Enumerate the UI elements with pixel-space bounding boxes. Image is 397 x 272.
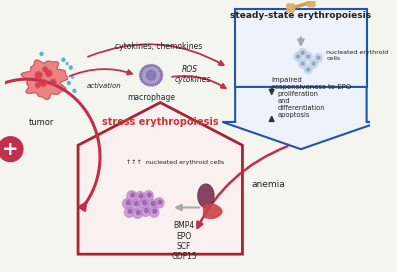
Circle shape <box>307 0 312 3</box>
Circle shape <box>71 76 74 78</box>
Circle shape <box>143 201 146 205</box>
Circle shape <box>52 81 55 84</box>
Circle shape <box>134 202 138 206</box>
Circle shape <box>301 51 304 54</box>
Polygon shape <box>78 103 243 254</box>
Circle shape <box>42 67 48 72</box>
Circle shape <box>311 0 315 3</box>
Circle shape <box>154 198 164 208</box>
Circle shape <box>153 209 156 213</box>
Circle shape <box>73 89 76 92</box>
Circle shape <box>62 58 65 61</box>
Circle shape <box>149 207 159 217</box>
Circle shape <box>312 62 315 65</box>
Circle shape <box>304 52 312 61</box>
Circle shape <box>307 2 312 7</box>
Circle shape <box>317 56 320 59</box>
Circle shape <box>304 65 312 74</box>
Circle shape <box>35 82 40 88</box>
Circle shape <box>37 73 41 78</box>
Circle shape <box>131 193 134 197</box>
Circle shape <box>299 59 307 68</box>
Text: BMP4
EPO
SCF
GDF15: BMP4 EPO SCF GDF15 <box>171 221 197 261</box>
Circle shape <box>41 81 45 85</box>
Text: nucleated erythroid
cells: nucleated erythroid cells <box>326 50 389 61</box>
Text: ↑↑↑  nucleated erythroid cells: ↑↑↑ nucleated erythroid cells <box>125 160 224 165</box>
Text: macrophage: macrophage <box>127 93 175 102</box>
Circle shape <box>139 199 148 209</box>
Text: +: + <box>2 140 19 159</box>
Circle shape <box>147 193 151 197</box>
Circle shape <box>311 2 315 7</box>
Circle shape <box>151 202 155 206</box>
Polygon shape <box>222 87 380 149</box>
Circle shape <box>290 8 295 12</box>
Circle shape <box>310 59 318 68</box>
Circle shape <box>139 194 143 198</box>
Circle shape <box>40 52 43 55</box>
Circle shape <box>135 191 145 202</box>
Circle shape <box>69 66 72 69</box>
Circle shape <box>67 82 70 85</box>
Circle shape <box>127 191 137 201</box>
Circle shape <box>290 4 295 8</box>
Circle shape <box>141 206 150 217</box>
Circle shape <box>307 55 310 58</box>
Text: tumor: tumor <box>29 118 54 127</box>
Circle shape <box>145 209 148 212</box>
Circle shape <box>64 88 66 90</box>
Circle shape <box>297 55 299 58</box>
Text: cytokines: cytokines <box>175 75 211 84</box>
Text: cytokines, chemokines: cytokines, chemokines <box>115 42 202 51</box>
Text: apoptosis: apoptosis <box>277 112 310 118</box>
Circle shape <box>123 199 132 209</box>
Circle shape <box>146 70 156 80</box>
Text: anemia: anemia <box>251 180 285 189</box>
Text: activation: activation <box>86 83 121 89</box>
Circle shape <box>299 48 307 57</box>
Circle shape <box>128 209 132 213</box>
Circle shape <box>287 4 291 8</box>
Circle shape <box>50 79 56 85</box>
Circle shape <box>46 70 52 77</box>
Circle shape <box>137 211 140 215</box>
Text: proliferation
and
differentiation: proliferation and differentiation <box>277 91 325 111</box>
Circle shape <box>314 54 322 62</box>
Circle shape <box>40 79 47 86</box>
Circle shape <box>301 62 304 65</box>
Text: impaired
responsiveness to EPO: impaired responsiveness to EPO <box>272 77 351 90</box>
Text: ROS: ROS <box>181 65 198 74</box>
Circle shape <box>125 207 134 217</box>
Circle shape <box>44 68 47 71</box>
Circle shape <box>126 201 130 205</box>
Circle shape <box>35 71 42 79</box>
Polygon shape <box>21 60 68 100</box>
Polygon shape <box>139 64 163 86</box>
Text: steady-state erythropoiesis: steady-state erythropoiesis <box>230 11 372 20</box>
FancyBboxPatch shape <box>235 9 367 87</box>
Circle shape <box>307 68 310 71</box>
Circle shape <box>133 208 143 218</box>
Circle shape <box>294 52 302 61</box>
Circle shape <box>144 191 153 201</box>
Polygon shape <box>203 204 222 218</box>
Circle shape <box>158 200 162 204</box>
Circle shape <box>66 63 68 65</box>
Text: stress erythropoiesis: stress erythropoiesis <box>102 117 219 127</box>
Polygon shape <box>198 184 214 208</box>
Circle shape <box>147 199 157 209</box>
Circle shape <box>131 199 140 209</box>
Circle shape <box>37 83 39 87</box>
Circle shape <box>47 71 51 75</box>
Circle shape <box>287 8 291 12</box>
